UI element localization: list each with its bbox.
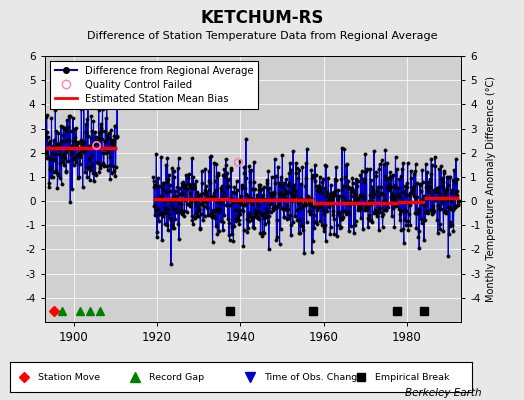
Y-axis label: Monthly Temperature Anomaly Difference (°C): Monthly Temperature Anomaly Difference (… [486, 76, 496, 302]
Text: Time of Obs. Change: Time of Obs. Change [264, 372, 363, 382]
Text: Record Gap: Record Gap [149, 372, 204, 382]
Legend: Difference from Regional Average, Quality Control Failed, Estimated Station Mean: Difference from Regional Average, Qualit… [50, 61, 258, 109]
Point [92, 142, 101, 149]
Text: Difference of Station Temperature Data from Regional Average: Difference of Station Temperature Data f… [87, 31, 437, 41]
Text: Empirical Break: Empirical Break [375, 372, 449, 382]
Text: Berkeley Earth: Berkeley Earth [406, 388, 482, 398]
Text: Station Move: Station Move [38, 372, 100, 382]
Point [234, 159, 243, 166]
Text: KETCHUM-RS: KETCHUM-RS [200, 9, 324, 27]
